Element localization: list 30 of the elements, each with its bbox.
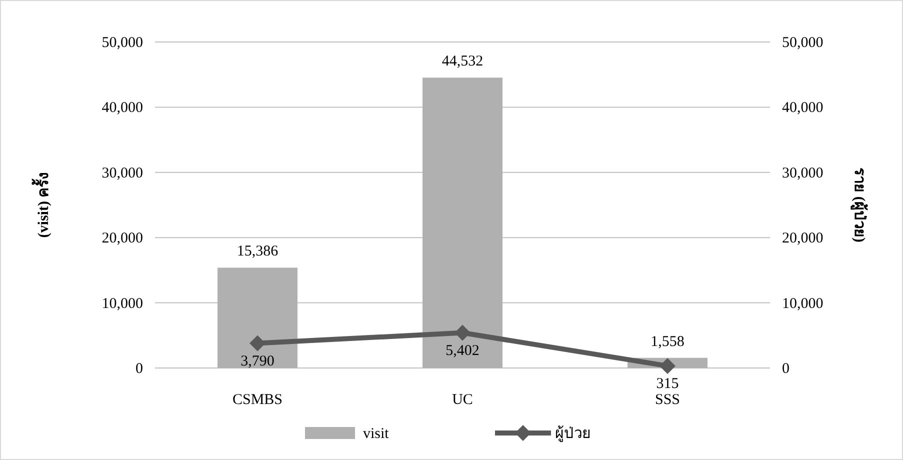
data-label: 5,402 bbox=[446, 342, 480, 359]
y2-tick-label: 20,000 bbox=[782, 230, 824, 247]
x-tick-label: CSMBS bbox=[232, 392, 283, 408]
y2-tick-label: 40,000 bbox=[782, 100, 824, 116]
y-tick-label: 30,000 bbox=[102, 165, 143, 182]
y-tick-label: 10,000 bbox=[102, 296, 143, 312]
y2-tick-label: 0 bbox=[782, 361, 790, 377]
y-tick-label: 50,000 bbox=[102, 35, 143, 51]
y2-tick-label: 30,000 bbox=[782, 165, 824, 182]
y2-tick-label: 50,000 bbox=[782, 35, 824, 51]
point bbox=[250, 335, 266, 352]
data-label: 1,558 bbox=[650, 334, 684, 350]
bar bbox=[422, 78, 502, 368]
legend-label: visit bbox=[363, 426, 390, 442]
y-tick-label: 40,000 bbox=[102, 100, 143, 116]
data-label: 44,532 bbox=[442, 54, 484, 70]
data-label: 3,790 bbox=[240, 353, 274, 370]
point bbox=[454, 324, 470, 341]
legend-label: ผู้ป่วย bbox=[555, 425, 591, 442]
point bbox=[660, 358, 676, 374]
bar bbox=[218, 268, 298, 368]
x-tick-label: UC bbox=[452, 392, 473, 408]
y-tick-label: 0 bbox=[136, 361, 143, 377]
data-label: 15,386 bbox=[236, 244, 279, 260]
y2-tick-label: 10,000 bbox=[782, 296, 824, 312]
y-axis-title: (visit) ครั้ง bbox=[31, 172, 52, 238]
y2-axis-title: ราย (ผู้ป่วย) bbox=[850, 168, 868, 242]
y-tick-label: 20,000 bbox=[102, 230, 143, 247]
data-label: 315 bbox=[656, 376, 679, 392]
x-tick-label: SSS bbox=[654, 392, 680, 408]
